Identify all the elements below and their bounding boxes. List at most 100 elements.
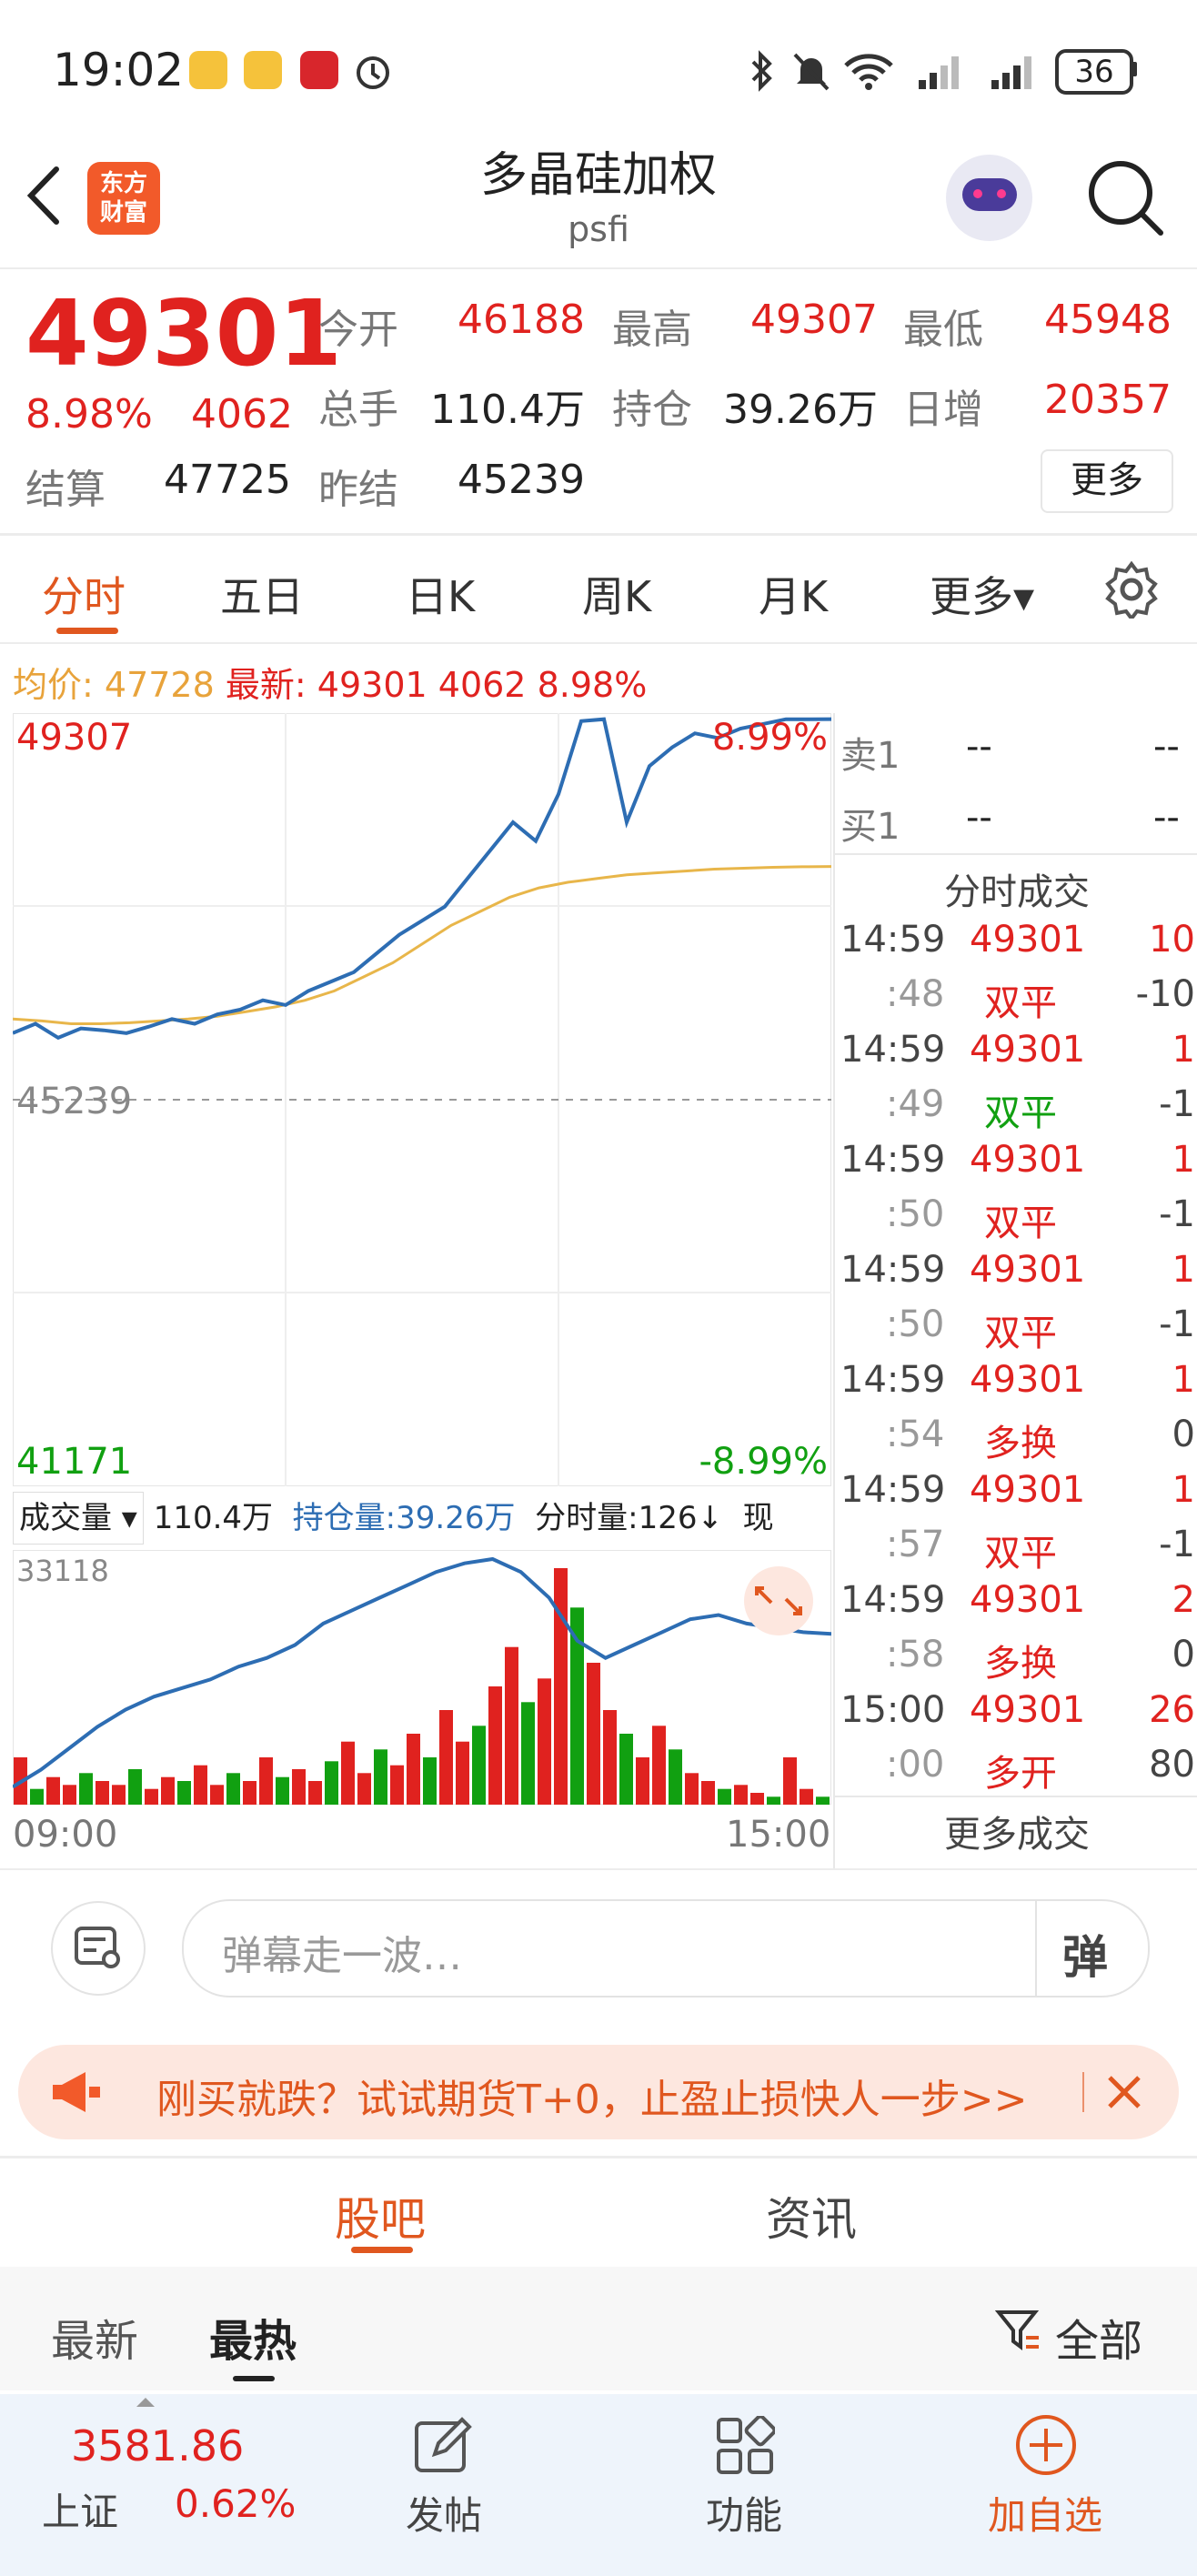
tab-monthly-k[interactable]: 月K	[759, 572, 829, 621]
volume-bar	[734, 1785, 748, 1805]
oi-label: 持仓量:	[292, 1500, 397, 1536]
low-label: 最低	[903, 307, 983, 353]
trade-oi-change: 80	[1149, 1744, 1195, 1786]
intraday-price-chart[interactable]: 49307 45239 41171 8.99% -8.99%	[13, 713, 831, 1486]
volume-bar	[145, 1788, 158, 1805]
price-mid-label: 45239	[16, 1081, 132, 1122]
index-expand-icon[interactable]	[136, 2398, 155, 2407]
trade-volume: 1	[1172, 1139, 1195, 1181]
functions-label[interactable]: 功能	[706, 2493, 783, 2538]
latest-change: 4062	[438, 665, 527, 705]
volume-bar	[243, 1781, 256, 1805]
functions-icon[interactable]	[715, 2416, 775, 2476]
prev-settle-value: 45239	[458, 457, 585, 503]
post-label[interactable]: 发帖	[406, 2493, 483, 2538]
tab-five-day[interactable]: 五日	[220, 572, 304, 621]
danmaku-toggle-button[interactable]	[51, 1901, 146, 1996]
volume-bar	[800, 1788, 813, 1805]
prev-settle-label: 昨结	[318, 467, 398, 513]
volume-bar	[46, 1776, 60, 1805]
volume-bar	[79, 1773, 93, 1805]
post-icon[interactable]	[413, 2416, 473, 2476]
volume-bar	[619, 1734, 633, 1805]
expand-chart-button[interactable]	[744, 1566, 813, 1635]
promo-banner[interactable]: 刚买就跌？试试期货T+0，止盈止损快人一步>>	[18, 2045, 1179, 2139]
open-label: 今开	[318, 307, 398, 353]
volume-bar	[177, 1781, 191, 1805]
tab-guba[interactable]: 股吧	[335, 2193, 426, 2246]
sell1-label: 卖1	[840, 735, 900, 777]
price-bottom-label: 41171	[16, 1441, 132, 1483]
trade-row: 14:59 49301 2:58 多换 0	[835, 1579, 1197, 1689]
trade-volume: 1	[1172, 1469, 1195, 1511]
sort-hottest[interactable]: 最热	[209, 2316, 297, 2367]
volume-bar	[603, 1710, 617, 1805]
trade-time: 14:59	[840, 1249, 946, 1291]
filter-all[interactable]: 全部	[1055, 2316, 1143, 2367]
latest-value: 49301	[317, 665, 428, 705]
volume-bar	[357, 1773, 371, 1805]
back-icon[interactable]	[25, 164, 62, 227]
filter-icon[interactable]	[995, 2307, 1042, 2354]
chart-info-line: 均价: 47728 最新: 49301 4062 8.98%	[13, 657, 647, 707]
volume-bar	[472, 1726, 486, 1805]
trade-price: 49301	[970, 919, 1086, 961]
index-value[interactable]: 3581.86	[71, 2421, 245, 2470]
volume-bar	[750, 1793, 764, 1805]
tab-news[interactable]: 资讯	[766, 2193, 857, 2246]
add-watchlist-label[interactable]: 加自选	[988, 2493, 1103, 2538]
assistant-robot-icon[interactable]	[946, 155, 1032, 241]
tab-weekly-k[interactable]: 周K	[582, 572, 652, 621]
trade-type: 多开	[984, 1753, 1057, 1795]
volume-bar	[292, 1769, 306, 1805]
daily-increase-label: 日增	[903, 387, 983, 433]
signal-icon	[991, 56, 1031, 89]
trade-volume: 1	[1172, 1249, 1195, 1291]
volume-bar	[488, 1686, 502, 1805]
index-percent[interactable]: 0.62%	[175, 2481, 297, 2526]
settings-gear-icon[interactable]	[1102, 560, 1161, 619]
volume-bar	[652, 1726, 666, 1805]
trade-type: 多换	[984, 1643, 1057, 1685]
tab-daily-k[interactable]: 日K	[406, 572, 476, 621]
trade-second: :57	[886, 1524, 945, 1565]
trade-price: 49301	[970, 1139, 1086, 1181]
add-watchlist-icon[interactable]	[1013, 2412, 1079, 2478]
status-bar: 19:02 36	[0, 0, 1197, 136]
tab-more[interactable]: 更多▾	[930, 572, 1035, 621]
tab-intraday[interactable]: 分时	[42, 572, 126, 621]
volume-bar	[390, 1765, 404, 1805]
trade-row: 14:59 49301 1:50 双平 -1	[835, 1139, 1197, 1249]
volume-value: 110.4万	[153, 1500, 274, 1536]
low-value: 45948	[1044, 297, 1172, 343]
more-quote-button[interactable]: 更多	[1041, 449, 1173, 513]
sort-latest[interactable]: 最新	[51, 2316, 139, 2367]
send-danmaku-button[interactable]: 弹	[1062, 1931, 1108, 1984]
volume-chart[interactable]: 33118	[13, 1550, 831, 1805]
buy1-volume: --	[1153, 797, 1180, 839]
trade-row: 14:59 49301 1:49 双平 -1	[835, 1029, 1197, 1139]
close-icon[interactable]	[1104, 2072, 1144, 2112]
trade-row: 14:59 49301 1:50 双平 -1	[835, 1249, 1197, 1359]
trade-price: 49301	[970, 1359, 1086, 1401]
volume-bar	[570, 1607, 584, 1805]
index-name[interactable]: 上证	[42, 2490, 119, 2534]
volume-bar	[210, 1785, 224, 1805]
trade-oi-change: -1	[1159, 1083, 1195, 1125]
content-tab-underline	[351, 2247, 413, 2253]
volume-bar	[783, 1757, 797, 1805]
volume-label: 成交量	[19, 1500, 112, 1536]
trade-second: :58	[886, 1634, 945, 1675]
daily-increase-value: 20357	[1044, 377, 1172, 423]
latest-label: 最新:	[225, 665, 307, 705]
trade-time: 14:59	[840, 1029, 946, 1071]
trade-type: 双平	[984, 982, 1057, 1024]
trade-second: :50	[886, 1193, 945, 1235]
avg-value: 47728	[104, 665, 215, 705]
pct-bottom-label: -8.99%	[699, 1441, 828, 1483]
more-trades-button[interactable]: 更多成交	[944, 1814, 1090, 1856]
danmaku-input[interactable]: 弹幕走一波… 弹	[182, 1899, 1150, 1997]
search-icon[interactable]	[1084, 156, 1166, 238]
volume-selector[interactable]: 成交量 ▾	[13, 1492, 144, 1545]
bluetooth-icon	[751, 50, 772, 92]
